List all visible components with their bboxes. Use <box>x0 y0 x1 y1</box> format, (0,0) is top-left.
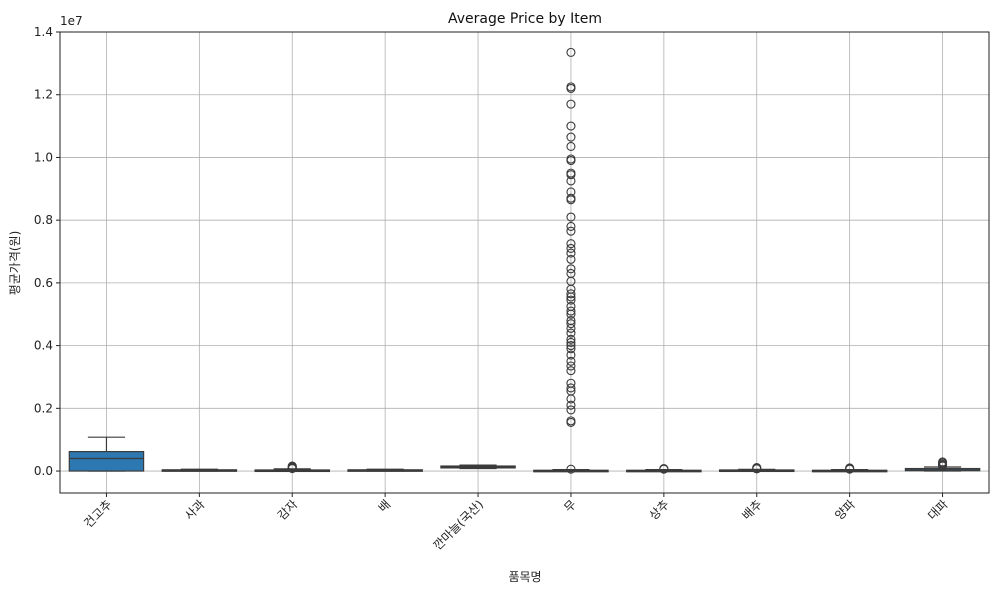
outlier-point <box>566 378 576 388</box>
outlier-point <box>287 461 297 471</box>
box-iqr <box>68 451 145 472</box>
outlier-point <box>566 212 576 222</box>
outlier-point <box>566 361 576 371</box>
y-tick-label: 0.2 <box>34 401 53 415</box>
outlier-point <box>566 221 576 231</box>
outlier-point <box>566 366 576 376</box>
box-group-건고추 <box>68 436 145 472</box>
y-tick-label: 0.8 <box>34 213 53 227</box>
x-tick-label: 건고추 <box>81 497 114 530</box>
box-group-대파 <box>904 457 981 472</box>
x-tick-label: 양파 <box>832 497 858 523</box>
box-group-깐마늘(국산) <box>440 464 516 470</box>
x-tick-label: 배추 <box>739 497 765 523</box>
plot-frame <box>59 31 990 494</box>
y-scale-label: 1e7 <box>60 14 83 28</box>
outlier-point <box>566 141 576 152</box>
grid-layer <box>60 31 989 493</box>
box-group-감자 <box>254 461 331 474</box>
outlier-point <box>566 405 576 415</box>
outlier-point <box>566 243 576 253</box>
x-tick-label: 배 <box>376 497 394 515</box>
outlier-point <box>566 132 576 142</box>
outlier-point <box>566 187 576 197</box>
x-tick-label: 무 <box>561 497 579 515</box>
outlier-point <box>566 268 576 279</box>
axis-layer: 0.0 0.2 0.4 0.6 0.8 1.0 1.2 1.4 건고추 사과 감자 배 깐마늘(국산) 무… <box>34 25 990 553</box>
outlier-point <box>566 341 576 351</box>
x-tick-label: 감자 <box>275 497 301 523</box>
outlier-point <box>566 383 576 393</box>
outlier-point <box>566 226 576 236</box>
outlier-point <box>566 289 576 299</box>
outlier-point <box>566 99 576 109</box>
outlier-point <box>566 306 576 316</box>
y-tick-label: 0.4 <box>34 339 53 353</box>
outlier-point <box>566 47 576 57</box>
outlier-point <box>566 400 576 410</box>
box-group-사과 <box>161 468 238 472</box>
box-group-양파 <box>811 463 888 474</box>
outlier-point <box>566 239 576 249</box>
chart-title: Average Price by Item <box>448 11 602 27</box>
outlier-point <box>566 254 576 264</box>
outlier-point <box>566 193 576 203</box>
outlier-point <box>566 301 576 311</box>
outlier-point <box>566 350 576 360</box>
y-tick-label: 1.4 <box>34 25 53 39</box>
x-axis-title: 품목명 <box>508 570 541 584</box>
outlier-point <box>566 337 576 348</box>
outlier-point <box>566 344 576 354</box>
box-group-상추 <box>626 463 702 474</box>
box-group-배추 <box>718 463 795 474</box>
outlier-point <box>937 457 948 467</box>
outlier-point <box>566 264 576 274</box>
outlier-point <box>845 463 855 473</box>
outlier-point <box>566 121 576 131</box>
x-tick-label: 깐마늘(국산) <box>431 497 487 553</box>
outlier-point <box>566 319 576 329</box>
outlier-point <box>566 82 576 92</box>
outlier-point <box>566 248 576 258</box>
outlier-point <box>566 416 576 426</box>
y-tick-label: 1.0 <box>34 150 53 164</box>
outlier-point <box>566 356 576 366</box>
x-tick-label: 상추 <box>646 497 672 523</box>
outlier-point <box>752 463 762 473</box>
y-axis-title: 평균가격(원) <box>8 231 22 296</box>
outlier-point <box>566 315 576 326</box>
y-tick-label: 0.0 <box>34 464 53 478</box>
outlier-point <box>566 328 576 338</box>
outlier-point <box>566 464 576 474</box>
y-tick-label: 1.2 <box>34 88 53 102</box>
box-layer <box>68 47 981 474</box>
outlier-point <box>566 295 576 305</box>
outlier-point <box>566 334 576 344</box>
y-tick-label: 0.6 <box>34 276 53 290</box>
outlier-point <box>566 154 576 164</box>
box-group-무 <box>533 47 609 474</box>
box-group-배 <box>347 468 423 472</box>
outlier-point <box>659 463 669 474</box>
x-tick-label: 사과 <box>182 497 208 523</box>
outlier-point <box>566 168 576 178</box>
x-tick-label: 대파 <box>925 497 951 523</box>
